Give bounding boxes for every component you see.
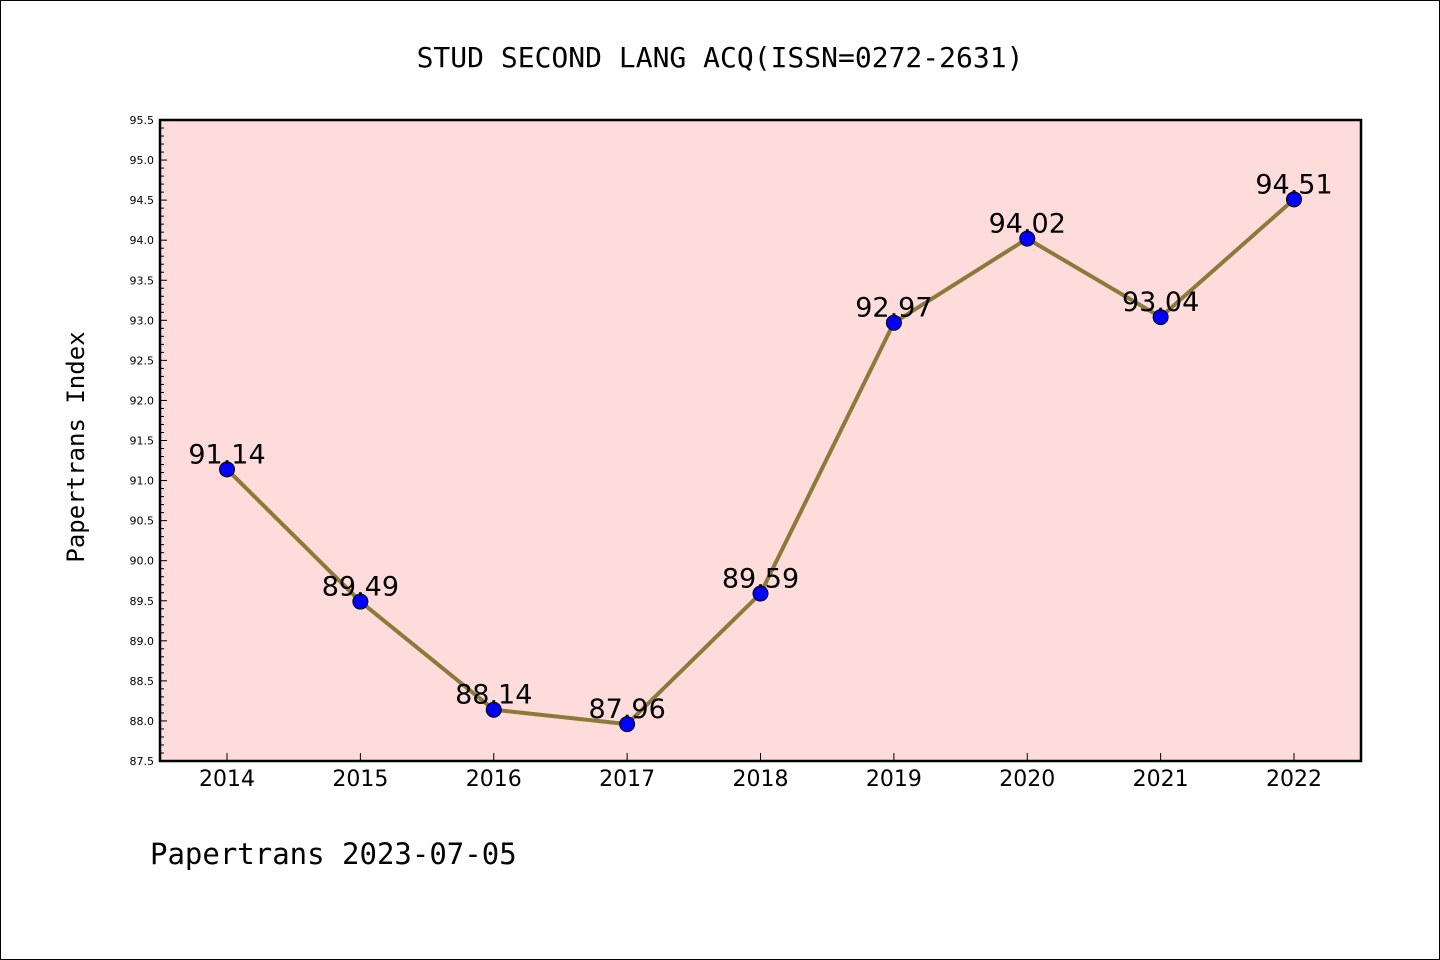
x-tick-label: 2018 xyxy=(733,767,789,792)
y-tick-label: 95.0 xyxy=(130,154,155,167)
data-point xyxy=(1019,230,1036,247)
x-tick-label: 2022 xyxy=(1266,767,1322,792)
data-label: 91.14 xyxy=(188,439,265,470)
series-layer: 91.14 89.49 88.14 87.96 89.59 92.97 94.02 93.04… xyxy=(188,169,1333,733)
data-label: 94.02 xyxy=(989,209,1066,240)
y-tick-label: 92.0 xyxy=(130,394,155,407)
y-axis: 87.5 88.0 88.5 89.0 89.5 90.0 90.5 91.0 91.5 92.0… xyxy=(130,114,167,768)
y-tick-label: 94.5 xyxy=(130,194,155,207)
y-tick-label: 94.0 xyxy=(130,234,155,247)
data-point xyxy=(885,314,902,331)
data-label: 89.59 xyxy=(722,564,799,595)
data-label: 93.04 xyxy=(1122,287,1199,318)
x-tick-label: 2017 xyxy=(599,767,655,792)
data-point xyxy=(1286,191,1302,208)
y-tick-label: 93.0 xyxy=(130,314,155,327)
data-point xyxy=(485,701,502,718)
y-tick-label: 93.5 xyxy=(130,274,155,287)
x-tick-label: 2020 xyxy=(999,767,1055,792)
y-tick-label: 95.5 xyxy=(130,114,155,127)
x-tick-label: 2015 xyxy=(332,767,388,792)
footer-text: Papertrans 2023-07-05 xyxy=(150,837,517,871)
y-tick-label: 88.0 xyxy=(130,715,155,728)
y-tick-label: 90.5 xyxy=(130,515,155,528)
data-label: 88.14 xyxy=(455,680,532,711)
y-tick-label: 88.5 xyxy=(130,675,155,688)
x-axis: 2014 2015 2016 2017 2018 2019 2020 2021 2022 xyxy=(199,753,1322,792)
y-tick-label: 90.0 xyxy=(130,555,155,568)
data-point xyxy=(219,461,235,478)
data-label: 92.97 xyxy=(855,293,932,324)
data-point xyxy=(352,593,369,610)
data-point xyxy=(619,716,636,733)
y-tick-label: 92.5 xyxy=(130,354,155,367)
y-tick-label: 89.5 xyxy=(130,595,155,608)
data-label: 94.51 xyxy=(1255,169,1332,200)
y-axis-label: Papertrans Index xyxy=(62,331,90,562)
x-tick-label: 2019 xyxy=(866,767,922,792)
data-point xyxy=(752,585,769,602)
y-tick-label: 91.0 xyxy=(130,475,155,488)
x-tick-label: 2014 xyxy=(199,767,255,792)
data-label: 89.49 xyxy=(322,572,399,603)
y-tick-label: 87.5 xyxy=(130,755,155,768)
data-label: 87.96 xyxy=(588,694,665,725)
y-tick-label: 89.0 xyxy=(130,635,155,648)
plot-area xyxy=(158,118,1363,763)
data-point xyxy=(1152,309,1169,326)
x-tick-label: 2016 xyxy=(466,767,522,792)
y-tick-label: 91.5 xyxy=(130,435,155,448)
chart-title: STUD SECOND LANG ACQ(ISSN=0272-2631) xyxy=(417,41,1024,74)
x-tick-label: 2021 xyxy=(1133,767,1189,792)
